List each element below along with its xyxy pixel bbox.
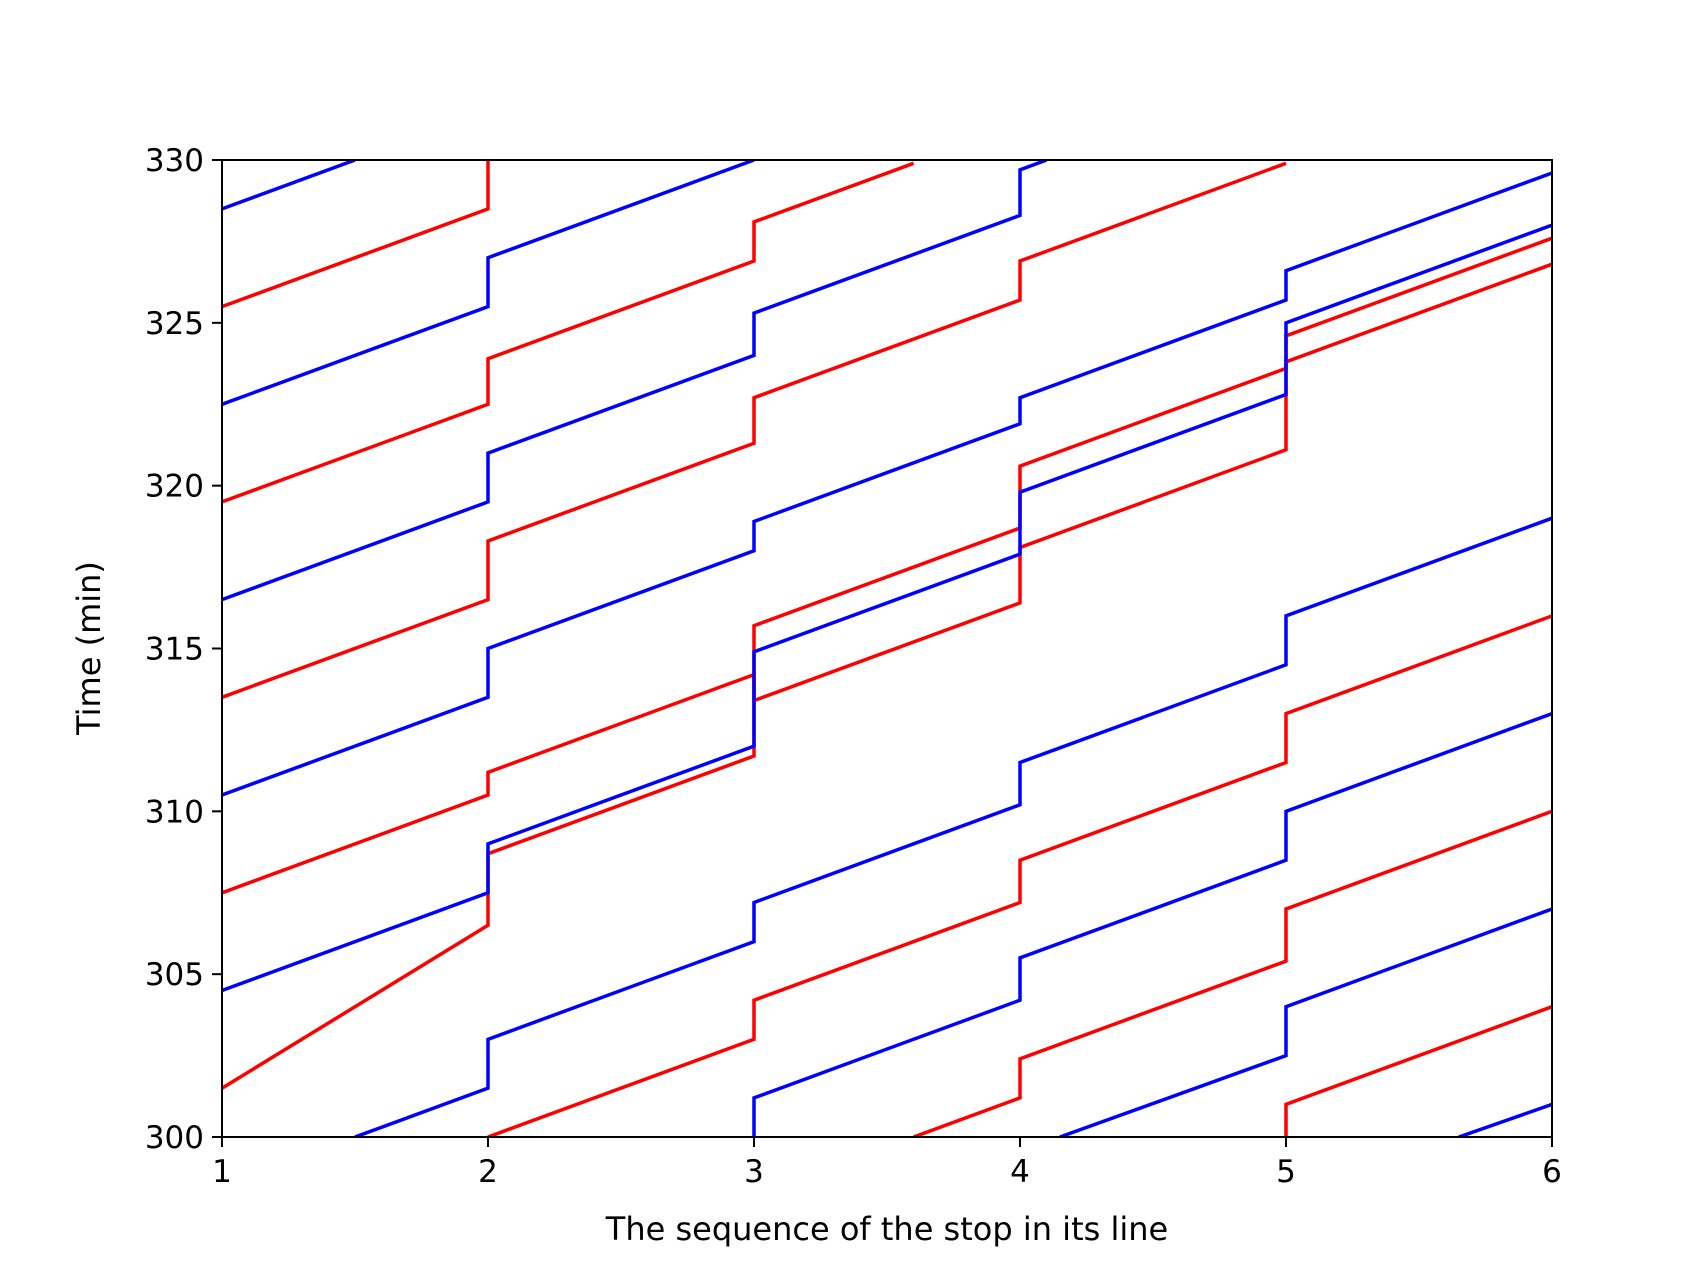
y-tick-label: 300 xyxy=(145,1120,204,1156)
x-tick-label: 2 xyxy=(478,1154,498,1190)
x-tick-label: 1 xyxy=(212,1154,232,1190)
x-tick-label: 5 xyxy=(1276,1154,1296,1190)
x-axis-title: The sequence of the stop in its line xyxy=(605,1210,1168,1248)
y-tick-label: 305 xyxy=(145,957,204,993)
y-tick-label: 315 xyxy=(145,632,204,668)
y-axis-title: Time (min) xyxy=(70,561,108,736)
y-tick-label: 325 xyxy=(145,306,204,342)
y-tick-label: 310 xyxy=(145,794,204,830)
x-tick-label: 4 xyxy=(1010,1154,1030,1190)
y-tick-label: 320 xyxy=(145,469,204,505)
y-tick-label: 330 xyxy=(145,143,204,179)
x-tick-label: 3 xyxy=(744,1154,764,1190)
x-tick-label: 6 xyxy=(1542,1154,1562,1190)
